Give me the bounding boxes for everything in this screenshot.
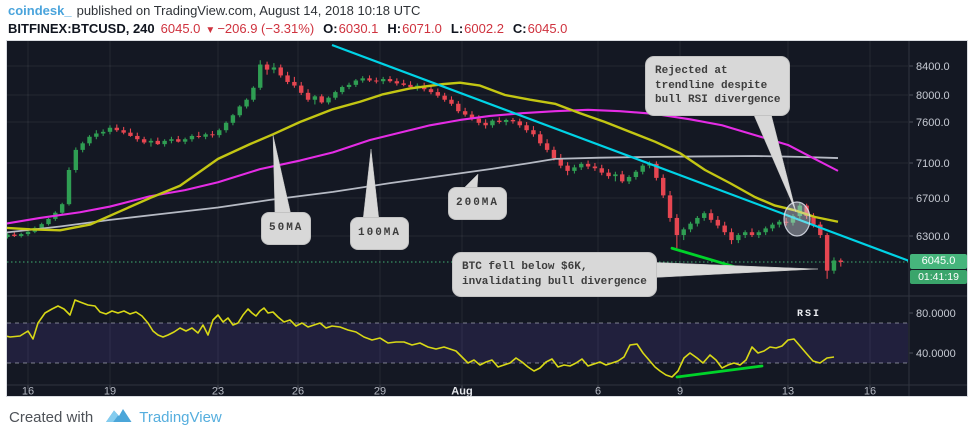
svg-text:40.0000: 40.0000: [916, 348, 956, 360]
open-label: O:: [323, 21, 338, 36]
svg-text:6700.0: 6700.0: [916, 193, 950, 205]
close-label: C:: [512, 21, 527, 36]
price-change: −206.9 (−3.31%): [217, 21, 315, 36]
svg-text:26: 26: [292, 386, 304, 398]
footer: Created with TradingView: [0, 397, 975, 438]
chart-header: coindesk_ published on TradingView.com, A…: [0, 0, 975, 40]
svg-text:16: 16: [22, 386, 34, 398]
svg-text:19: 19: [104, 386, 116, 398]
high-label: H:: [387, 21, 402, 36]
publish-line: coindesk_ published on TradingView.com, A…: [8, 3, 420, 18]
svg-text:RSI: RSI: [797, 309, 821, 320]
svg-text:9: 9: [677, 386, 683, 398]
svg-text:Aug: Aug: [451, 386, 472, 398]
annotation-rejected-at-trendline[interactable]: Rejected at trendline despite bull RSI d…: [645, 56, 791, 116]
close-value: 6045.0: [527, 21, 568, 36]
tradingview-logo-icon[interactable]: [105, 407, 132, 429]
down-arrow-icon: ▼: [205, 25, 216, 36]
svg-text:7100.0: 7100.0: [916, 158, 950, 170]
tradingview-link[interactable]: TradingView: [139, 409, 222, 426]
svg-text:6300.0: 6300.0: [916, 231, 950, 243]
low-label: L:: [450, 21, 464, 36]
svg-text:6: 6: [595, 386, 601, 398]
candle-countdown-tag: 01:41:19: [910, 270, 967, 284]
svg-text:13: 13: [782, 386, 794, 398]
svg-text:16: 16: [864, 386, 876, 398]
open-value: 6030.1: [338, 21, 379, 36]
svg-text:80.0000: 80.0000: [916, 308, 956, 320]
annotation-50ma[interactable]: 50MA: [261, 212, 312, 245]
author-link[interactable]: coindesk_: [8, 3, 72, 18]
low-value: 6002.2: [464, 21, 504, 36]
svg-text:7600.0: 7600.0: [916, 117, 950, 129]
symbol-label: BITFINEX:BTCUSD, 240: [8, 21, 155, 36]
annotation-100ma[interactable]: 100MA: [350, 217, 410, 250]
last-price: 6045.0: [160, 21, 201, 36]
svg-text:29: 29: [374, 386, 386, 398]
created-with-label: Created with: [9, 409, 94, 426]
svg-text:23: 23: [212, 386, 224, 398]
current-price-tag: 6045.0: [910, 254, 967, 269]
annotation-btc-below-6k[interactable]: BTC fell below $6K, invalidating bull di…: [452, 252, 657, 298]
svg-text:8000.0: 8000.0: [916, 90, 950, 102]
ohlc-line: BITFINEX:BTCUSD, 240 6045.0 ▼ −206.9 (−3.31…: [8, 21, 572, 36]
publish-text: published on TradingView.com, August 14,…: [76, 3, 421, 18]
annotation-200ma[interactable]: 200MA: [448, 187, 508, 220]
high-value: 6071.0: [402, 21, 442, 36]
svg-text:8400.0: 8400.0: [916, 61, 950, 73]
